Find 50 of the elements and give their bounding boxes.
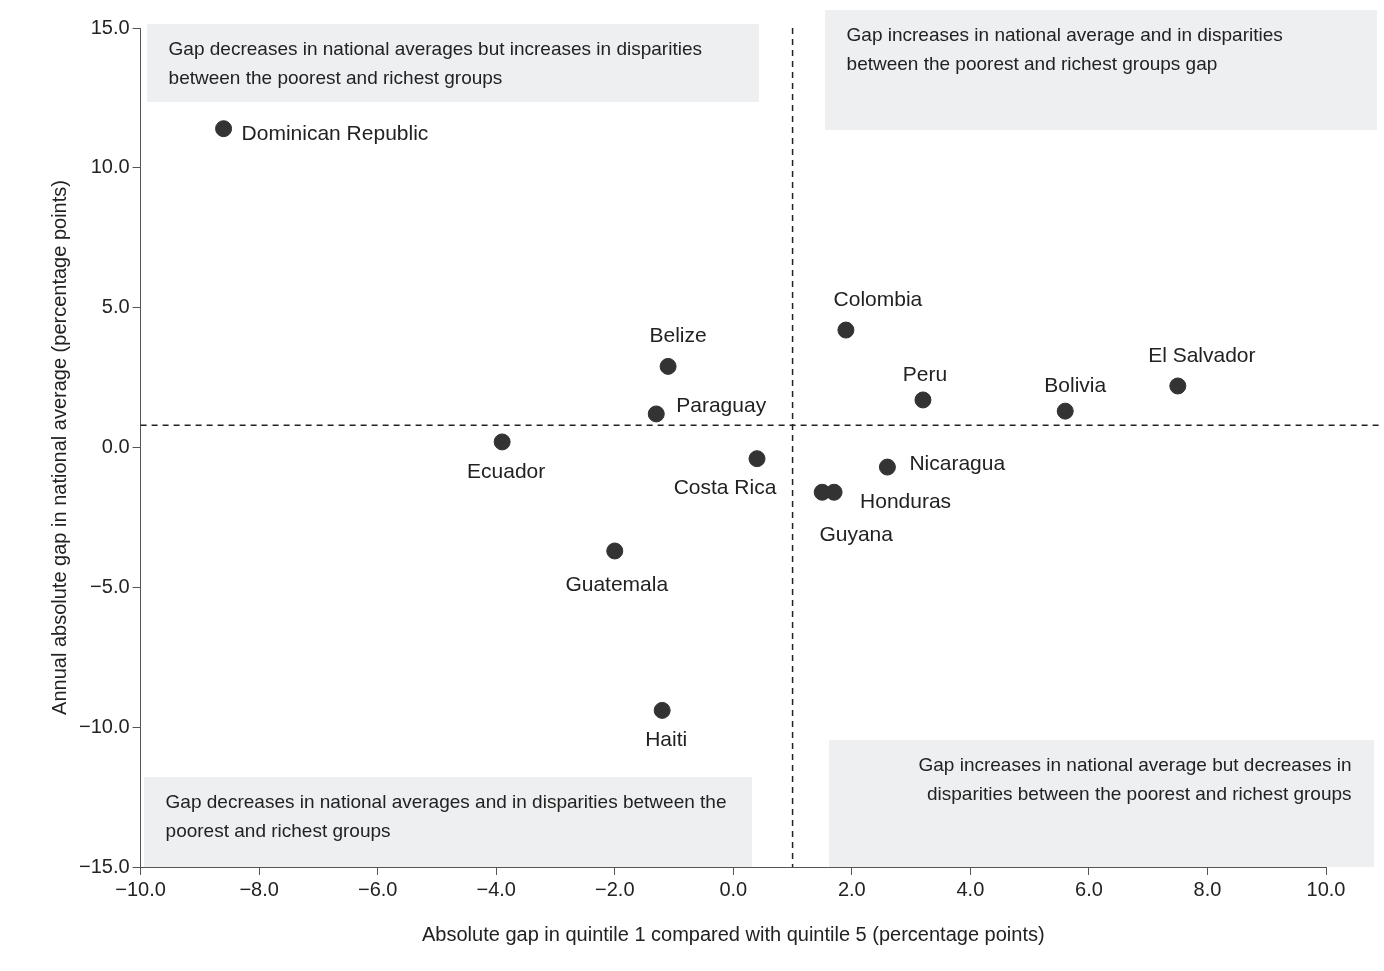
point <box>215 120 233 138</box>
series-label: El Salvador <box>1148 342 1256 366</box>
point <box>748 450 766 468</box>
y-tick-label: 0.0 <box>101 435 130 458</box>
note-panel: Gap increases in national average and in disparities between the poorest and richest groups gap <box>824 10 1377 130</box>
point <box>493 433 511 451</box>
series-label: Peru <box>902 361 948 385</box>
x-tick-label: 0.0 <box>719 877 748 900</box>
series-label: Dominican Republic <box>241 121 429 145</box>
point <box>878 458 896 476</box>
series-label: Guatemala <box>565 571 669 595</box>
x-axis-title: Absolute gap in quintile 1 compared with quintile 5 (percentage points) <box>422 922 1045 945</box>
series-label: Paraguay <box>676 392 767 416</box>
x-tick-label: 10.0 <box>1306 877 1346 900</box>
x-tick-label: −2.0 <box>595 877 635 900</box>
series-label: Costa Rica <box>673 475 777 499</box>
point <box>837 321 855 339</box>
point <box>1169 377 1187 395</box>
point <box>647 405 665 423</box>
note-panel: Gap increases in national average but decreases in disparities between the poorest and richest groups <box>828 740 1374 867</box>
series-label: Guyana <box>819 522 894 546</box>
point <box>653 701 671 719</box>
point <box>606 542 624 560</box>
x-tick-label: 4.0 <box>956 877 985 900</box>
series-label: Nicaragua <box>909 450 1006 474</box>
x-tick-label: 2.0 <box>837 877 866 900</box>
note-panel: Gap decreases in national averages but increases in disparities between the poorest and richest groups <box>146 24 759 102</box>
x-tick-label: 8.0 <box>1193 877 1222 900</box>
y-tick-label: −10.0 <box>79 714 130 737</box>
point <box>914 391 932 409</box>
y-tick-label: 5.0 <box>101 295 130 318</box>
y-tick-label: −5.0 <box>90 574 130 597</box>
x-tick-label: −6.0 <box>357 877 398 900</box>
series-label: Honduras <box>860 489 952 513</box>
y-axis-title: Annual absolute gap in national average (percentage points) <box>47 180 70 715</box>
series-label: Belize <box>649 323 707 347</box>
x-tick-label: 6.0 <box>1075 877 1103 900</box>
x-tick-label: −10.0 <box>115 877 166 900</box>
point <box>1056 402 1074 420</box>
series-label: Colombia <box>833 286 923 310</box>
series-label: Ecuador <box>467 458 546 482</box>
x-tick-label: −4.0 <box>476 877 516 900</box>
note-panel: Gap decreases in national averages and in disparities between the poorest and richest groups <box>143 777 752 867</box>
series-label: Haiti <box>645 727 688 751</box>
x-tick-label: −8.0 <box>239 877 279 900</box>
series-label: Bolivia <box>1044 372 1107 396</box>
point <box>659 357 677 375</box>
y-tick-label: 15.0 <box>90 15 130 38</box>
y-tick-label: 10.0 <box>90 155 130 178</box>
y-tick-label: −15.0 <box>79 854 130 877</box>
